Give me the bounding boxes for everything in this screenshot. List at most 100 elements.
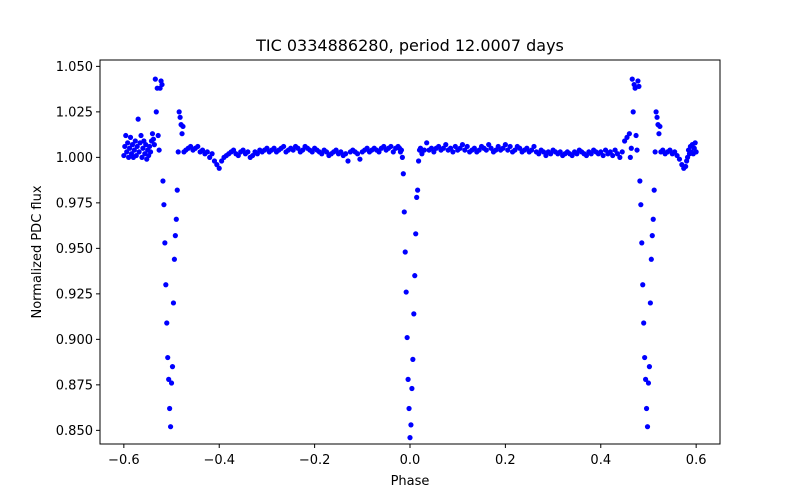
data-point [410, 356, 416, 362]
data-point [161, 202, 167, 208]
data-point [343, 151, 349, 157]
data-point [121, 152, 127, 159]
data-point [409, 385, 415, 392]
y-tick-label: 0.850 [56, 424, 93, 439]
data-point [179, 131, 185, 137]
data-point [414, 194, 420, 200]
chart-title: TIC 0334886280, period 12.0007 days [255, 36, 564, 55]
data-point [195, 143, 201, 150]
data-point [641, 320, 647, 326]
plot-frame [99, 59, 721, 445]
data-point [403, 289, 409, 295]
data-point [162, 240, 168, 246]
x-axis: −0.6 −0.4 −0.2 0.0 0.2 0.4 0.6 [108, 444, 706, 468]
data-point [149, 131, 156, 137]
y-tick-label: 0.950 [56, 242, 93, 257]
data-point [131, 147, 137, 153]
data-point [159, 81, 165, 88]
data-point [653, 109, 659, 115]
data-point [167, 424, 174, 430]
data-point [627, 154, 633, 160]
data-point [459, 142, 466, 148]
data-point [126, 145, 133, 151]
data-point [147, 143, 153, 150]
data-point [150, 136, 157, 142]
points-layer [121, 76, 699, 441]
data-point [177, 114, 183, 120]
data-point [140, 145, 146, 151]
data-point [619, 149, 625, 155]
data-point [412, 273, 418, 279]
data-point [404, 334, 410, 341]
data-point [405, 376, 411, 382]
data-point [676, 156, 683, 162]
data-point [164, 320, 170, 326]
x-tick-label: 0.0 [400, 453, 421, 468]
data-point [152, 76, 158, 82]
data-point [132, 138, 138, 144]
data-point [174, 187, 180, 193]
data-point [600, 152, 606, 159]
data-point [636, 83, 642, 89]
data-point [450, 149, 456, 155]
y-axis-label: Normalized PDC flux [30, 185, 45, 318]
data-point [133, 152, 139, 159]
data-point [245, 149, 251, 155]
data-point [464, 143, 470, 150]
data-point [151, 142, 157, 148]
data-point [634, 147, 640, 153]
data-point [354, 151, 361, 157]
data-point [160, 178, 166, 184]
data-point [643, 405, 650, 412]
data-point [483, 147, 489, 153]
data-point [345, 158, 351, 164]
data-point [167, 405, 173, 412]
data-point [126, 154, 132, 160]
data-point [180, 123, 186, 130]
data-point [652, 149, 658, 155]
y-tick-label: 1.025 [56, 105, 93, 120]
data-point [153, 109, 159, 115]
data-point [123, 132, 129, 139]
data-point [169, 364, 176, 370]
data-point [175, 149, 181, 155]
data-point [626, 131, 632, 137]
data-point [638, 202, 644, 208]
data-point [443, 142, 449, 148]
data-point [646, 364, 653, 370]
data-point [639, 240, 645, 246]
data-point [402, 249, 408, 255]
data-point [531, 143, 537, 150]
data-point [173, 216, 179, 222]
data-point [136, 149, 142, 155]
data-point [163, 282, 169, 288]
data-point [156, 147, 162, 153]
data-point [135, 116, 141, 122]
data-point [398, 147, 405, 153]
data-point [127, 134, 134, 140]
data-point [415, 187, 421, 193]
data-point [408, 422, 414, 428]
data-point [637, 178, 643, 184]
data-point [693, 149, 699, 155]
data-point [630, 109, 636, 115]
y-axis: 0.850 0.875 0.900 0.925 0.950 0.975 1.000 1.025… [56, 60, 100, 439]
data-point [642, 354, 648, 361]
data-point [168, 380, 175, 386]
data-point [643, 376, 649, 382]
x-tick-label: 0.2 [495, 453, 516, 468]
data-point [165, 354, 171, 361]
x-axis-label: Phase [391, 474, 430, 489]
y-tick-label: 0.900 [56, 333, 93, 348]
data-point [502, 142, 508, 148]
x-tick-label: 0.6 [686, 453, 707, 468]
data-point [648, 256, 654, 262]
data-point [166, 376, 172, 382]
data-point [388, 143, 394, 150]
x-tick-label: 0.4 [590, 453, 611, 468]
data-point [281, 143, 287, 150]
data-point [172, 233, 178, 239]
y-tick-label: 0.925 [56, 287, 93, 302]
